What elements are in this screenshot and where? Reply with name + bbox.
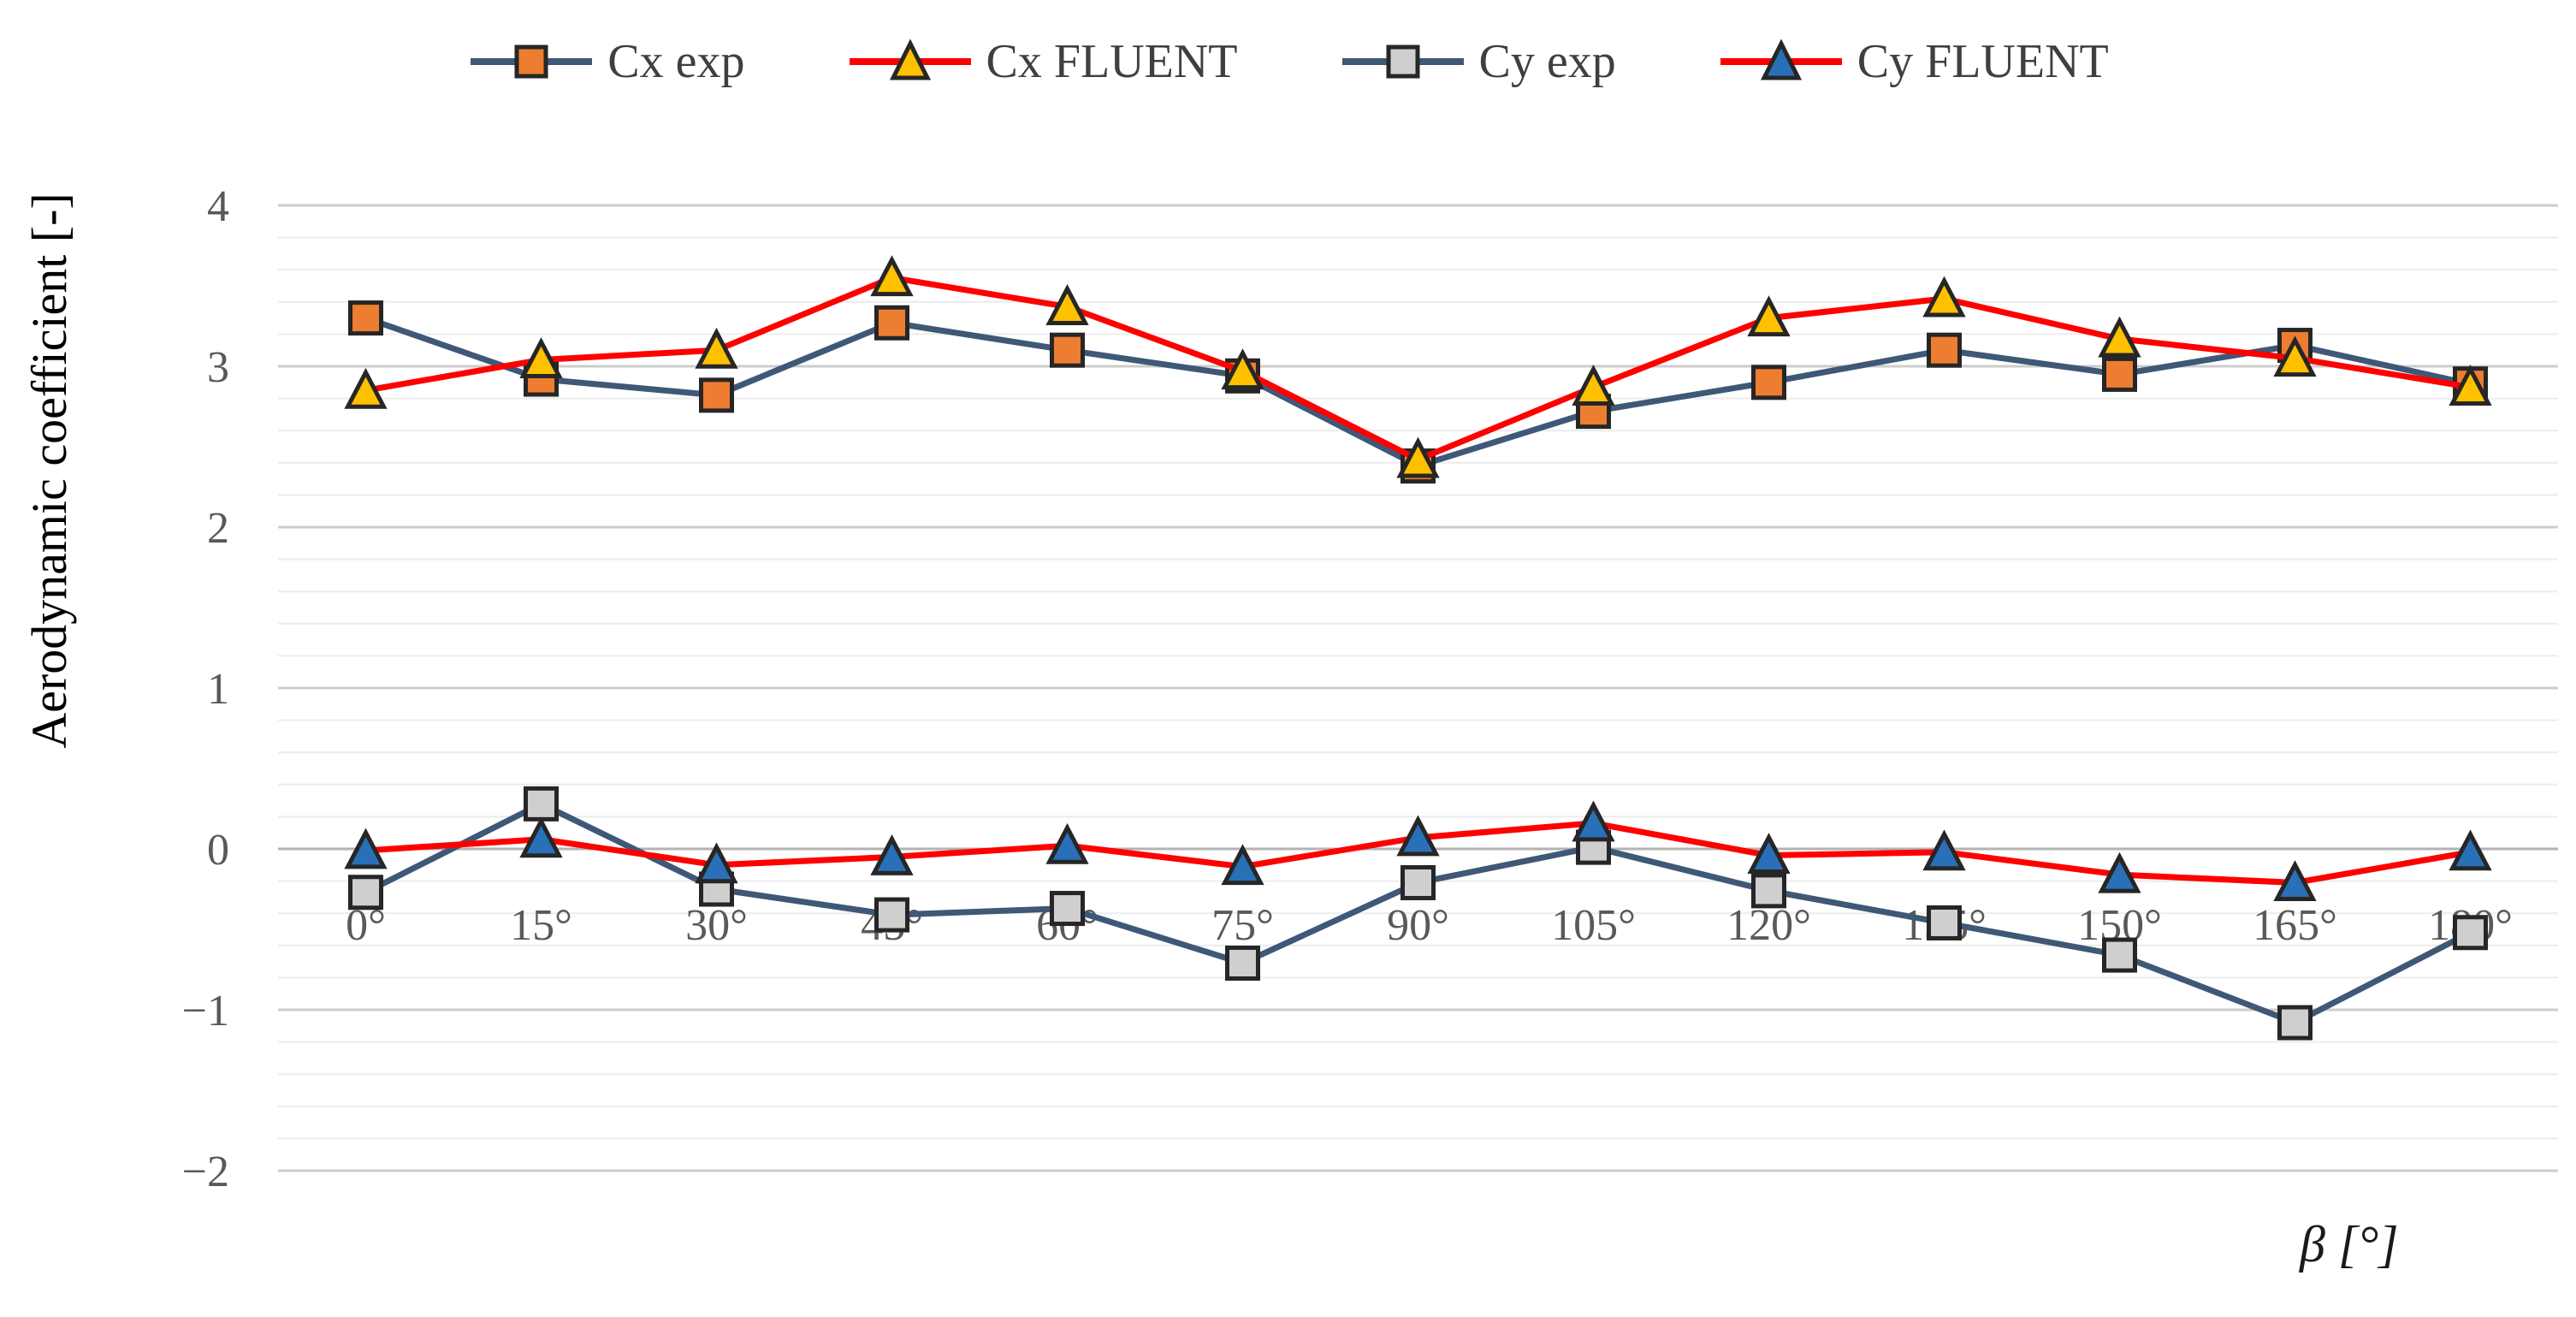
marker-cy-exp bbox=[2277, 1005, 2312, 1041]
x-tick-label: 15° bbox=[510, 901, 572, 950]
marker-cy-fluent bbox=[2449, 829, 2492, 871]
marker-cx-fluent bbox=[1221, 348, 1264, 390]
marker-cx-fluent bbox=[1747, 295, 1791, 337]
chart-legend: Cx exp Cx FLUENT Cy exp Cy FLUENT bbox=[0, 34, 2576, 89]
marker-cy-exp bbox=[874, 897, 909, 933]
marker-cy-fluent bbox=[344, 828, 388, 869]
marker-cx-fluent bbox=[344, 367, 388, 409]
marker-cy-exp bbox=[2453, 915, 2488, 951]
marker-cy-exp bbox=[1401, 864, 1436, 900]
marker-cx-fluent bbox=[2449, 365, 2492, 406]
marker-cy-fluent bbox=[2273, 860, 2317, 901]
marker-cy-fluent bbox=[1221, 844, 1264, 886]
legend-label-cy-fluent: Cy FLUENT bbox=[1856, 35, 2109, 88]
marker-cy-fluent bbox=[1747, 833, 1791, 875]
marker-cy-fluent bbox=[695, 842, 738, 884]
y-tick-label: 0 bbox=[207, 826, 229, 875]
x-tick-label: 30° bbox=[685, 901, 748, 950]
legend-swatch-cy-fluent-icon bbox=[1720, 39, 1842, 80]
marker-cy-exp bbox=[2102, 937, 2137, 973]
x-tick-label: 165° bbox=[2253, 901, 2337, 950]
marker-cy-exp bbox=[524, 786, 559, 822]
y-tick-label: 1 bbox=[207, 665, 229, 714]
y-axis-title: Aerodynamic coefficient [-] bbox=[21, 193, 77, 749]
marker-cx-exp bbox=[1050, 332, 1085, 368]
x-tick-label: 90° bbox=[1387, 901, 1449, 950]
marker-cx-exp bbox=[2102, 356, 2137, 392]
marker-cx-exp bbox=[1927, 332, 1962, 368]
legend-item-cx-fluent: Cx FLUENT bbox=[846, 34, 1238, 89]
legend-swatch-cy-exp-icon bbox=[1341, 44, 1464, 79]
legend-label-cx-fluent: Cx FLUENT bbox=[986, 35, 1238, 88]
marker-cx-exp bbox=[1751, 365, 1786, 400]
marker-cy-fluent bbox=[519, 816, 563, 858]
marker-cx-exp bbox=[699, 377, 734, 413]
y-tick-label: −2 bbox=[182, 1148, 229, 1196]
marker-cy-exp bbox=[1225, 945, 1260, 981]
marker-cx-fluent bbox=[1396, 436, 1440, 478]
marker-cy-fluent bbox=[2098, 851, 2141, 893]
legend-swatch-cx-fluent-icon bbox=[849, 39, 971, 80]
marker-cx-fluent bbox=[870, 255, 914, 297]
marker-cx-exp bbox=[874, 305, 909, 341]
marker-cy-exp bbox=[348, 875, 383, 911]
marker-cx-fluent bbox=[2273, 335, 2317, 377]
y-tick-label: 2 bbox=[207, 504, 229, 553]
legend-swatch-cx-exp-icon bbox=[471, 44, 593, 79]
y-tick-label: 4 bbox=[207, 182, 229, 231]
marker-cy-fluent bbox=[1396, 815, 1440, 857]
legend-item-cx-exp: Cx exp bbox=[467, 34, 745, 89]
marker-cy-exp bbox=[1050, 891, 1085, 927]
x-tick-label: 75° bbox=[1211, 901, 1274, 950]
y-tick-label: −1 bbox=[182, 987, 229, 1035]
marker-cx-fluent bbox=[1572, 365, 1615, 406]
y-tick-label: 3 bbox=[207, 343, 229, 392]
marker-cy-exp bbox=[1751, 873, 1786, 909]
marker-cx-fluent bbox=[1045, 284, 1089, 325]
marker-cy-fluent bbox=[1045, 822, 1089, 864]
legend-item-cy-exp: Cy exp bbox=[1339, 34, 1616, 89]
x-tick-label: 105° bbox=[1551, 901, 1636, 950]
legend-item-cy-fluent: Cy FLUENT bbox=[1717, 34, 2109, 89]
x-tick-label: 120° bbox=[1726, 901, 1811, 950]
marker-cy-fluent bbox=[1572, 800, 1615, 842]
marker-cy-exp bbox=[1927, 905, 1962, 940]
legend-label-cy-exp: Cy exp bbox=[1478, 35, 1616, 88]
marker-cx-exp bbox=[348, 300, 383, 336]
marker-cy-fluent bbox=[870, 834, 914, 875]
marker-cx-fluent bbox=[519, 337, 563, 378]
marker-cx-fluent bbox=[1922, 276, 1966, 317]
x-axis-title: β [°] bbox=[2300, 1216, 2399, 1273]
marker-cx-fluent bbox=[695, 327, 738, 369]
marker-cy-fluent bbox=[1922, 829, 1966, 871]
legend-label-cx-exp: Cx exp bbox=[607, 35, 745, 88]
marker-cx-fluent bbox=[2098, 316, 2141, 358]
